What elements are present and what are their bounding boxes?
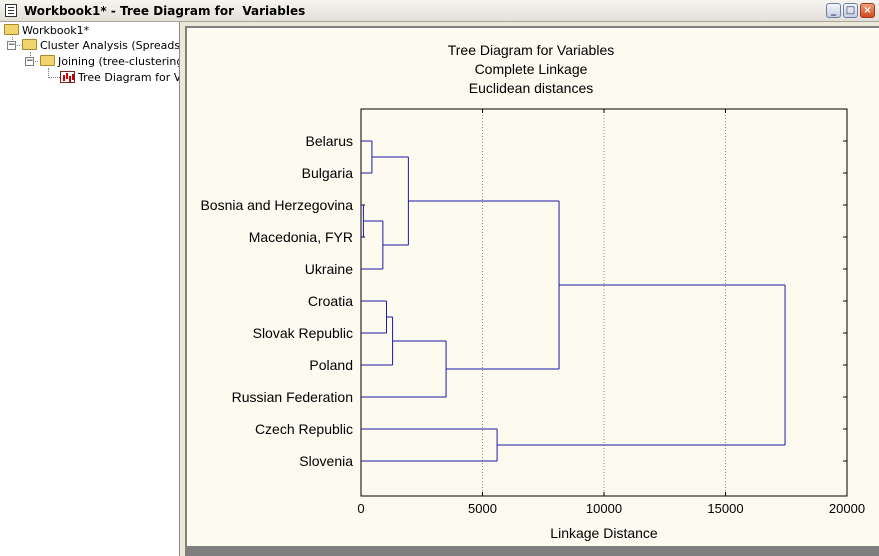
x-tick-label: 10000: [586, 501, 622, 516]
x-tick-label: 5000: [468, 501, 497, 516]
window-title: Workbook1* - Tree Diagram for Variables: [24, 4, 306, 18]
leaf-label: Czech Republic: [255, 421, 353, 437]
x-tick-label: 20000: [829, 501, 865, 516]
collapse-icon[interactable]: −: [7, 40, 16, 50]
leaf-label: Belarus: [306, 133, 353, 149]
chart-title: Tree Diagram for Variables: [448, 42, 615, 58]
collapse-icon[interactable]: −: [25, 56, 34, 66]
folder-open-icon: [22, 39, 37, 50]
leaf-label: Slovenia: [299, 453, 353, 469]
tree-connector: [48, 68, 60, 78]
tree-node-label: Cluster Analysis (Spreadsheet): [40, 39, 180, 52]
x-tick-label: 0: [357, 501, 364, 516]
leaf-label: Slovak Republic: [253, 325, 353, 341]
leaf-label: Ukraine: [305, 261, 353, 277]
graph-window: Tree Diagram for Variables Complete Link…: [181, 22, 879, 556]
close-button[interactable]: ×: [860, 3, 875, 18]
folder-open-icon: [40, 55, 55, 66]
close-icon: ×: [863, 5, 872, 16]
leaf-label: Poland: [309, 357, 353, 373]
leaf-label: Bosnia and Herzegovina: [200, 197, 353, 213]
tree-node-tree-diagram[interactable]: Tree Diagram for Variables: [60, 71, 180, 85]
leaf-label: Russian Federation: [232, 389, 353, 405]
x-axis-label: Linkage Distance: [550, 525, 658, 541]
workbook-icon: [5, 4, 17, 17]
minimize-icon: _: [831, 5, 836, 16]
maximize-button[interactable]: □: [843, 3, 858, 18]
tree-node-cluster-analysis[interactable]: Cluster Analysis (Spreadsheet): [22, 39, 180, 53]
graph-canvas: Tree Diagram for Variables Complete Link…: [185, 26, 879, 546]
leaf-label: Bulgaria: [302, 165, 354, 181]
workbook-tree[interactable]: Workbook1* − Cluster Analysis (Spreadshe…: [0, 22, 180, 556]
minimize-button[interactable]: _: [826, 3, 841, 18]
window-titlebar[interactable]: Workbook1* - Tree Diagram for Variables …: [0, 0, 879, 22]
tree-node-workbook[interactable]: Workbook1*: [4, 24, 89, 38]
dendrogram-chart: Tree Diagram for Variables Complete Link…: [200, 42, 865, 541]
folder-open-icon: [4, 24, 19, 35]
tree-node-label: Workbook1*: [22, 24, 90, 37]
status-strip: [185, 546, 879, 556]
leaf-label: Macedonia, FYR: [249, 229, 353, 245]
chart-subtitle-distance: Euclidean distances: [469, 80, 594, 96]
tree-node-joining[interactable]: Joining (tree-clustering): [40, 55, 180, 69]
chart-subtitle-linkage: Complete Linkage: [475, 61, 588, 77]
tree-node-label: Tree Diagram for Variables: [78, 71, 180, 84]
graph-icon: [60, 71, 75, 83]
tree-node-label: Joining (tree-clustering): [58, 55, 180, 68]
plot-frame: [360, 108, 848, 497]
leaf-label: Croatia: [308, 293, 353, 309]
x-tick-label: 15000: [707, 501, 743, 516]
maximize-icon: □: [845, 5, 856, 16]
